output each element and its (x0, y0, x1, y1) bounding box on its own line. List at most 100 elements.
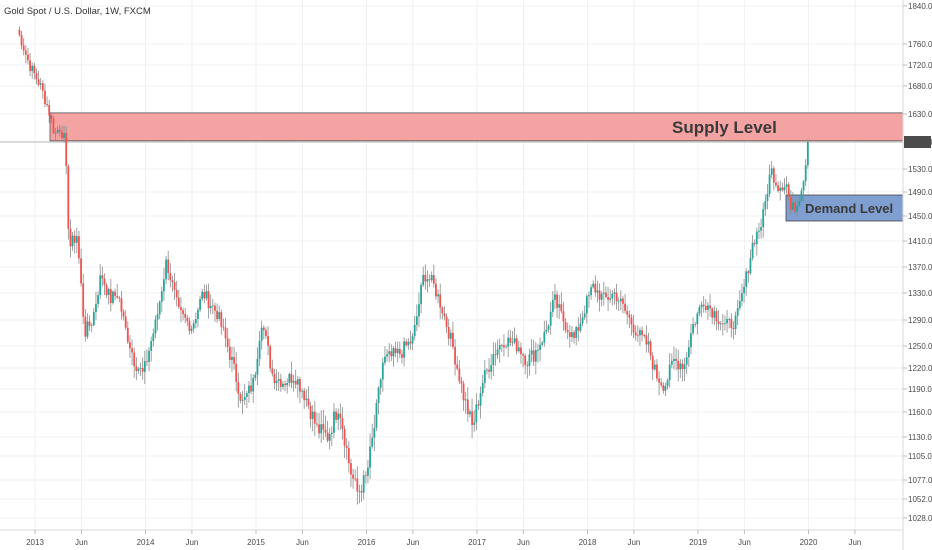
candle-body (109, 289, 112, 304)
candle-body (806, 142, 809, 166)
candle-body (439, 294, 442, 308)
candle-body (798, 201, 801, 207)
candle-body (709, 305, 711, 309)
candle-body (390, 351, 393, 357)
time-tick-label: Jun (296, 538, 309, 547)
price-tick-label: 1130.00 (908, 433, 932, 442)
candle-body (668, 364, 671, 381)
candle-body (602, 292, 605, 294)
candle-body (294, 380, 297, 385)
candle-body (320, 424, 323, 434)
candle-body (734, 315, 737, 330)
candle-body (558, 304, 561, 308)
zones (49, 112, 904, 222)
candle-body (732, 327, 735, 330)
candle-body (139, 367, 142, 369)
candle-body (97, 295, 99, 304)
candle-body (449, 332, 452, 339)
chart-title: Gold Spot / U.S. Dollar, 1W, FXCM (4, 6, 151, 17)
candle-body (163, 279, 165, 292)
candle-body (466, 399, 469, 415)
candle-body (551, 299, 554, 312)
candle-body (273, 373, 276, 384)
candle-body (360, 491, 363, 493)
candle-body (307, 398, 310, 406)
candle-body (203, 291, 206, 299)
candle-body (103, 278, 106, 285)
candle-body (598, 290, 601, 300)
candle-body (662, 385, 665, 391)
candle-body (114, 291, 116, 296)
candle-body (82, 283, 85, 317)
time-tick-label: 2020 (800, 538, 818, 547)
candle-body (205, 291, 208, 299)
candle-body (309, 405, 312, 419)
candle-body (443, 313, 446, 317)
candle-body (636, 335, 639, 337)
candle-body (522, 354, 524, 356)
candle-body (35, 73, 38, 80)
candle-body (492, 354, 495, 366)
candle-body (594, 283, 597, 293)
candle-body (333, 411, 335, 433)
candle-body (441, 307, 444, 314)
candle-body (545, 329, 548, 332)
candle-body (303, 390, 306, 401)
candle-body (356, 478, 359, 492)
candle-body (84, 316, 87, 337)
candle-body (398, 348, 401, 355)
candle-body (728, 319, 731, 320)
candle-body (615, 292, 618, 302)
candle-body (583, 313, 586, 318)
candle-body (269, 345, 272, 369)
candle-body (619, 298, 622, 302)
candle-body (649, 341, 652, 356)
candle-body (192, 323, 195, 329)
candle-body (549, 311, 552, 326)
candle-body (18, 29, 21, 35)
candle-body (407, 341, 410, 346)
candle-body (789, 196, 792, 210)
candle-body (768, 174, 771, 194)
candle-body (22, 45, 25, 51)
candle-body (517, 347, 520, 352)
candle-body (262, 327, 265, 331)
candle-body (190, 328, 193, 331)
candle-body (556, 294, 558, 308)
candle-body (33, 65, 36, 74)
candle-body (131, 348, 133, 353)
candle-body (105, 284, 108, 296)
time-tick-label: 2018 (579, 538, 597, 547)
price-tick-label: 1028.00 (908, 514, 932, 523)
price-tick-label: 1530.00 (908, 165, 932, 174)
candle-body (305, 398, 308, 401)
candle-body (607, 296, 609, 300)
candle-body (37, 79, 40, 85)
candle-body (532, 350, 535, 362)
candle-body (702, 304, 705, 307)
candle-body (256, 358, 259, 375)
candle-body (369, 446, 371, 468)
candle-body (483, 370, 486, 383)
candle-body (658, 378, 660, 383)
candle-body (564, 321, 567, 331)
candle-body (694, 324, 697, 325)
candle-body (222, 326, 225, 328)
time-tick-label: 2014 (137, 538, 155, 547)
candle-body (415, 316, 418, 325)
candle-body (613, 292, 616, 294)
candle-body (454, 346, 456, 365)
candle-body (371, 437, 374, 447)
candle-body (541, 342, 544, 345)
time-tick-label: Jun (627, 538, 640, 547)
time-axis: 2013 Jun 2014 Jun 2015 Jun 2016 Jun 2017 Jun 2018 J… (26, 530, 861, 547)
candle-body (396, 348, 399, 353)
candle-body (78, 236, 80, 259)
candle-body (345, 445, 348, 448)
candle-body (235, 363, 238, 382)
candle-body (605, 292, 607, 297)
candle-body (755, 231, 758, 245)
candle-body (413, 324, 416, 337)
candle-body (313, 411, 316, 424)
